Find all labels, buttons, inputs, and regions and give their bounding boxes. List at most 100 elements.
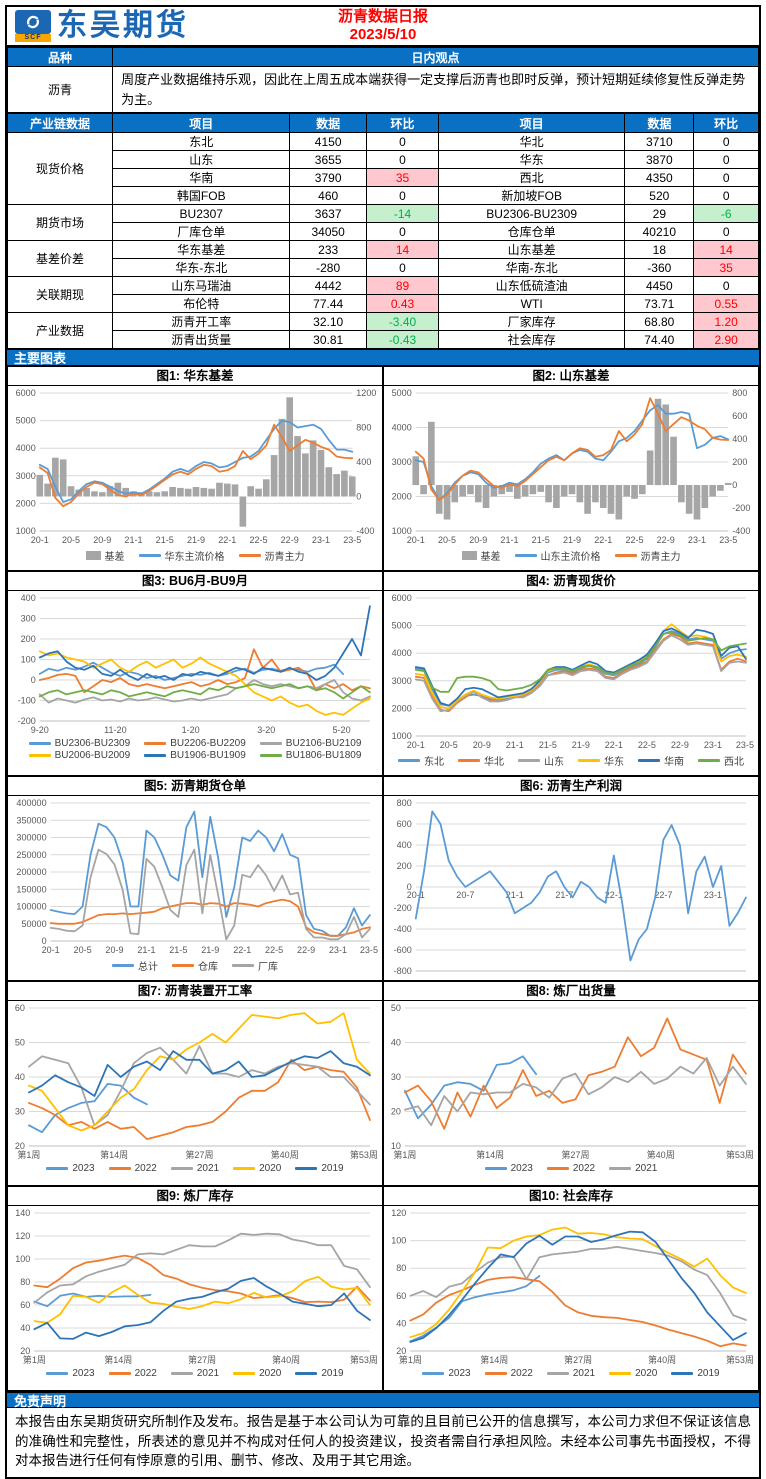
svg-text:0: 0 bbox=[42, 936, 47, 946]
item-cell: 华东 bbox=[438, 150, 626, 169]
svg-text:第1周: 第1周 bbox=[23, 1354, 46, 1365]
value-cell: 30.81 bbox=[289, 330, 367, 349]
legend-label: 华南 bbox=[664, 757, 684, 768]
chart-canvas: 1000 2000 3000 4000 5000 -400 -200 0 200 400 600 80… bbox=[392, 388, 751, 545]
chart-canvas: 0 50000 100000 150000 200000 250000 300000 3500… bbox=[16, 798, 378, 955]
svg-text:50: 50 bbox=[15, 1038, 25, 1048]
legend-swatch-icon bbox=[259, 742, 282, 745]
legend-label: 2019 bbox=[321, 1163, 344, 1174]
legend-item: 2021 bbox=[170, 1163, 220, 1174]
item-cell: 山东马瑞油 bbox=[112, 276, 291, 295]
svg-text:-200: -200 bbox=[394, 903, 412, 913]
legend-item: 2020 bbox=[233, 1368, 281, 1379]
legend-swatch-icon bbox=[484, 1372, 507, 1375]
svg-text:第14周: 第14周 bbox=[100, 1149, 128, 1160]
svg-text:200000: 200000 bbox=[16, 867, 46, 877]
svg-text:22-5: 22-5 bbox=[265, 945, 283, 955]
chart-cell-1: 图1: 华东基差 1000 2000 3000 4000 5000 6000 -400 0 400… bbox=[7, 366, 383, 571]
legend-label: 2021 bbox=[196, 1163, 220, 1174]
legend-swatch-icon bbox=[28, 742, 51, 745]
svg-text:10: 10 bbox=[391, 1141, 401, 1151]
item-cell: 沥青出货量 bbox=[112, 330, 291, 349]
chart-canvas: 1000 2000 3000 4000 5000 6000 -400 0 400 800 1200 2… bbox=[16, 388, 377, 545]
legend-item: 沥青主力 bbox=[614, 548, 681, 563]
chart-legend: 基差 山东主流价格 沥青主力 bbox=[384, 548, 758, 566]
value-cell: 34050 bbox=[289, 222, 367, 241]
table-row: 产业数据 沥青开工率 32.10 -3.40 厂家库存 68.80 1.20 bbox=[6, 312, 759, 349]
legend-item: 2020 bbox=[233, 1163, 281, 1174]
svg-text:400: 400 bbox=[21, 593, 36, 603]
svg-text:60: 60 bbox=[396, 1291, 406, 1301]
legend-swatch-icon bbox=[422, 1372, 445, 1375]
svg-text:1000: 1000 bbox=[392, 526, 412, 536]
brand-logo-mark: SCF bbox=[15, 10, 51, 42]
chart-canvas: 20 30 40 50 60 第1周 第14周 第27周 第40周 第53周 bbox=[15, 1003, 378, 1160]
svg-text:23-5: 23-5 bbox=[719, 535, 737, 545]
svg-text:400: 400 bbox=[732, 434, 747, 444]
legend-label: 基差 bbox=[104, 552, 125, 563]
chart-legend: 东北 华北 山东 华东 华南 西北 bbox=[384, 753, 758, 771]
svg-text:22-9: 22-9 bbox=[297, 945, 315, 955]
svg-text:-400: -400 bbox=[394, 924, 412, 934]
item-cell: 布伦特 bbox=[112, 294, 291, 313]
change-cell: 2.90 bbox=[693, 330, 759, 349]
svg-text:第53周: 第53周 bbox=[726, 1354, 754, 1365]
svg-text:-800: -800 bbox=[394, 966, 412, 976]
legend-swatch-icon bbox=[172, 964, 194, 967]
svg-text:20-1: 20-1 bbox=[31, 535, 49, 545]
col-header-item-1: 项目 bbox=[112, 113, 291, 133]
legend-item: BU1806-BU1809 bbox=[259, 750, 361, 761]
svg-text:1-20: 1-20 bbox=[182, 725, 200, 735]
legend-label: 总计 bbox=[138, 962, 158, 973]
svg-text:21-9: 21-9 bbox=[572, 740, 590, 750]
svg-text:200: 200 bbox=[397, 861, 412, 871]
legend-swatch-icon bbox=[138, 554, 161, 557]
item-cell: 山东基差 bbox=[438, 240, 626, 259]
legend-swatch-icon bbox=[46, 1167, 69, 1170]
report-page: SCF 东吴期货 沥青数据日报 2023/5/10 品种 日内观点 沥青 周度产… bbox=[5, 5, 761, 1479]
legend-item: 仓库 bbox=[172, 958, 218, 973]
svg-text:300: 300 bbox=[21, 614, 36, 624]
svg-text:6000: 6000 bbox=[392, 593, 412, 603]
svg-text:800: 800 bbox=[732, 388, 747, 398]
svg-text:100: 100 bbox=[15, 1254, 30, 1264]
svg-text:20-1: 20-1 bbox=[407, 890, 425, 900]
chart-cell-5: 图5: 沥青期货仓单 0 50000 100000 150000 200000 250000… bbox=[7, 776, 383, 981]
change-cell: 35 bbox=[693, 258, 759, 277]
change-cell: -6 bbox=[693, 204, 759, 223]
svg-text:30: 30 bbox=[15, 1107, 25, 1117]
brand-logo: SCF 东吴期货 bbox=[7, 10, 189, 42]
svg-text:120: 120 bbox=[391, 1208, 406, 1218]
chart-title: 图9: 炼厂库存 bbox=[8, 1187, 382, 1206]
svg-text:5-20: 5-20 bbox=[333, 725, 351, 735]
chart-plot-area: 1000 2000 3000 4000 5000 -400 -200 0 200 400 600 80… bbox=[384, 386, 758, 570]
legend-label: 2023 bbox=[72, 1368, 95, 1379]
item-cell: 厂家库存 bbox=[438, 312, 626, 331]
legend-label: 2020 bbox=[635, 1368, 658, 1379]
value-cell: -360 bbox=[624, 258, 695, 277]
change-cell: 0 bbox=[693, 222, 759, 241]
svg-text:第27周: 第27周 bbox=[561, 1149, 589, 1160]
svg-text:20-9: 20-9 bbox=[473, 740, 491, 750]
chart-canvas: 20 40 60 80 100 120 140 第1周 第14周 第27周 第40周 第53周 bbox=[15, 1208, 378, 1365]
charts-section-title: 主要图表 bbox=[7, 349, 759, 366]
legend-swatch-icon bbox=[170, 1167, 193, 1170]
legend-swatch-icon bbox=[518, 759, 540, 762]
svg-text:-200: -200 bbox=[18, 716, 36, 726]
legend-swatch-icon bbox=[233, 1167, 256, 1170]
svg-text:400: 400 bbox=[397, 840, 412, 850]
svg-text:第14周: 第14周 bbox=[476, 1149, 504, 1160]
col-header-data-1: 数据 bbox=[289, 113, 367, 133]
svg-text:0: 0 bbox=[356, 492, 361, 502]
svg-text:30: 30 bbox=[391, 1072, 401, 1082]
value-cell: -280 bbox=[289, 258, 367, 277]
value-cell: 4150 bbox=[289, 132, 367, 151]
legend-label: 华东主流价格 bbox=[164, 552, 225, 563]
svg-text:4000: 4000 bbox=[392, 423, 412, 433]
legend-item: 2023 bbox=[484, 1163, 533, 1174]
svg-text:600: 600 bbox=[397, 819, 412, 829]
svg-text:22-5: 22-5 bbox=[249, 535, 267, 545]
svg-text:40: 40 bbox=[391, 1038, 401, 1048]
disclaimer-section-title: 免责声明 bbox=[7, 1391, 759, 1409]
svg-text:第27周: 第27周 bbox=[564, 1354, 592, 1365]
